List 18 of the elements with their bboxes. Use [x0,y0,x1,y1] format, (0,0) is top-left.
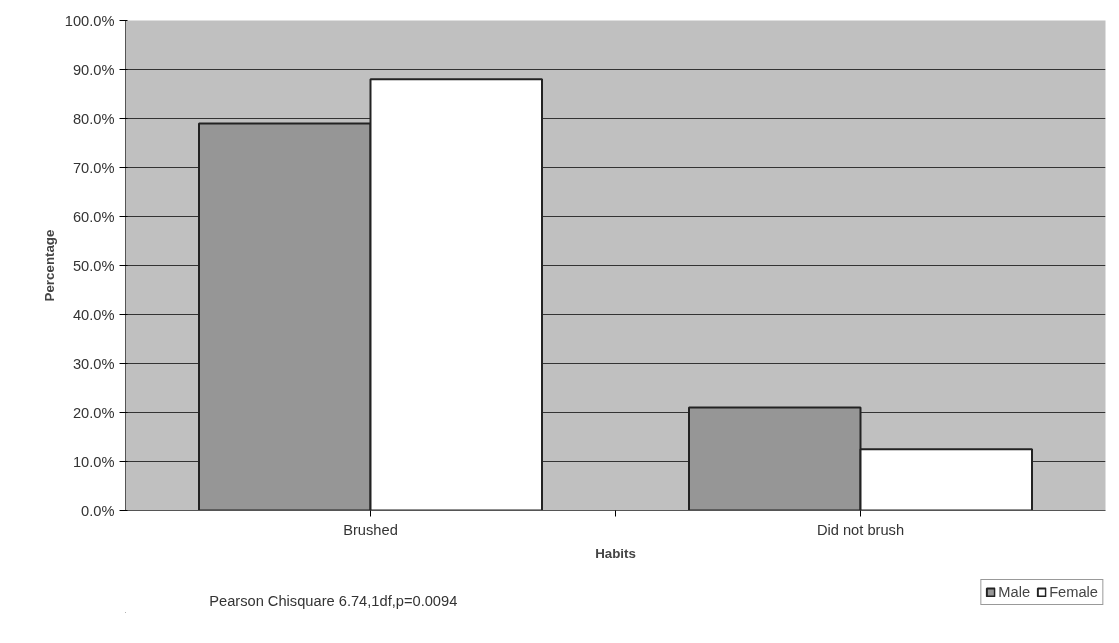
x-tick-label: Brushed [343,521,398,538]
x-axis-title: Habits [595,545,636,561]
y-tick-label: 10.0% [72,453,115,470]
y-axis-title: Percentage [41,229,57,302]
y-tick-label: 90.0% [72,61,115,78]
y-tick-label: 0.0% [81,502,115,519]
y-tick-label: 40.0% [72,306,115,323]
y-tick-label: 80.0% [72,110,115,127]
y-tick-label: 100.0% [64,12,115,29]
y-tick-label: 20.0% [72,404,115,421]
y-tick-label: 30.0% [72,355,115,372]
legend-label: Female [1049,584,1098,600]
y-tick-label: 50.0% [72,257,115,274]
y-tick-label: 60.0% [72,208,115,225]
y-tick-label: 70.0% [72,159,115,176]
text: Pearson Chisquare 6.74,1df,p=0.0094 [209,592,458,609]
x-tick-label: Did not brush [816,521,905,538]
legend-label: Male [998,584,1031,600]
